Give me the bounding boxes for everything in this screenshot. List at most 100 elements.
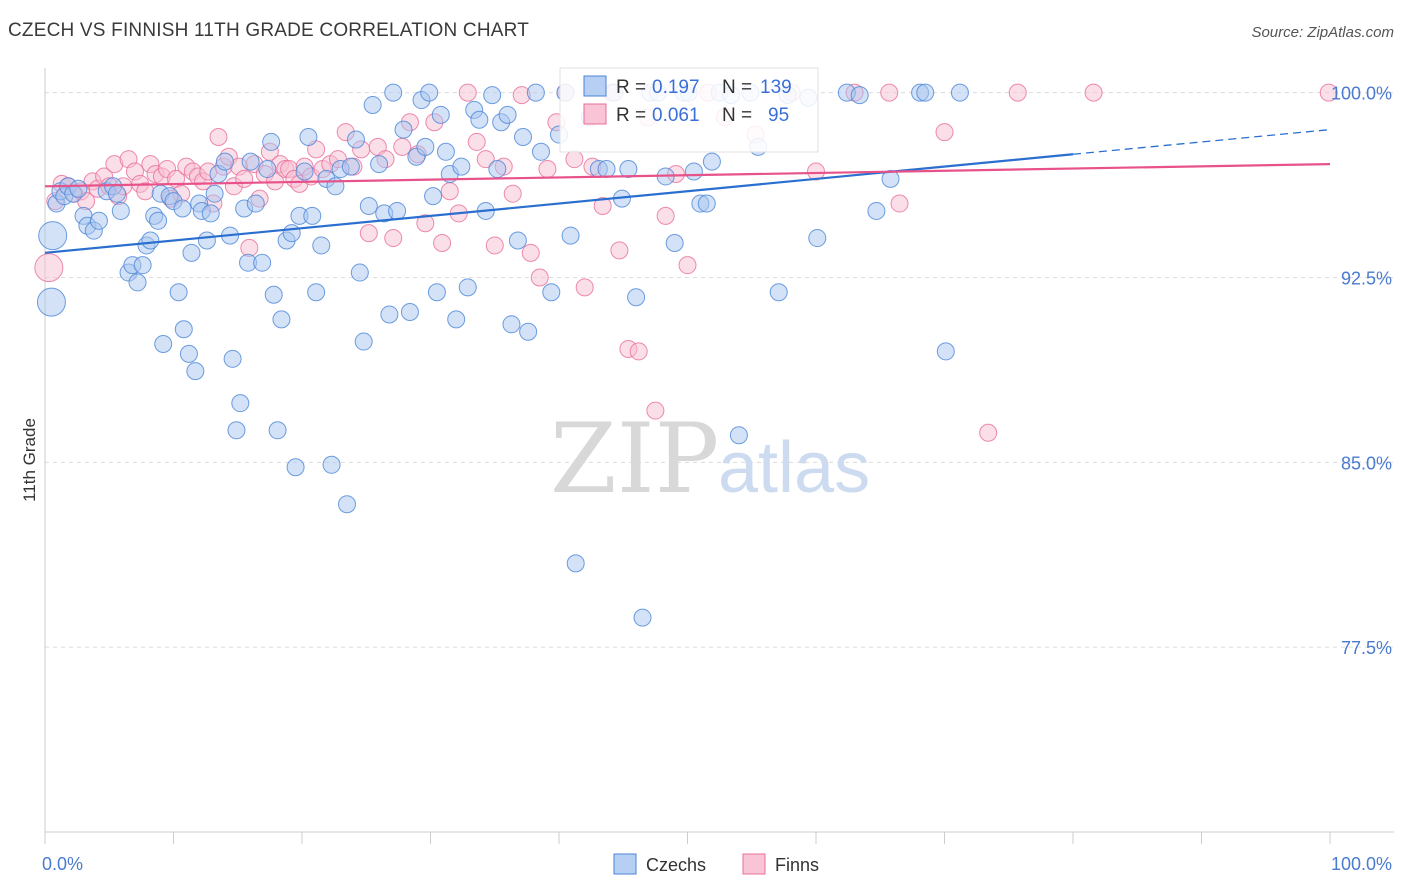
series-legend: Czechs Finns <box>613 853 819 875</box>
point-czechs-85 <box>420 83 439 102</box>
point-czechs-91 <box>447 310 466 329</box>
point-czechs-25 <box>154 335 173 354</box>
point-czechs-61 <box>303 206 322 225</box>
point-finns-36 <box>235 169 254 188</box>
point-finns-78 <box>538 160 557 179</box>
legend-label-czechs: Czechs <box>646 855 706 875</box>
point-czechs-72 <box>354 332 373 351</box>
point-czechs-118 <box>627 288 646 307</box>
point-czechs-104 <box>519 322 538 341</box>
y-tick-label-0: 77.5% <box>1341 638 1392 658</box>
trend-line-extension-czechs <box>1072 128 1331 155</box>
point-czechs-19 <box>133 256 152 275</box>
point-czechs-44 <box>231 394 250 413</box>
x-tick-label-0: 0.0% <box>42 854 83 874</box>
stats-r-label-czechs: R = <box>616 77 646 98</box>
x-tick-label-1: 100.0% <box>1331 854 1392 874</box>
point-czechs-29 <box>173 199 192 218</box>
point-czechs-101 <box>502 315 521 334</box>
point-finns-101 <box>890 194 909 213</box>
point-finns-0 <box>34 253 64 283</box>
x-tick-labels: 0.0% 100.0% <box>42 854 1392 874</box>
point-czechs-42 <box>223 349 242 368</box>
point-czechs-146 <box>950 83 969 102</box>
point-czechs-135 <box>769 283 788 302</box>
point-finns-71 <box>476 150 495 169</box>
point-czechs-141 <box>867 201 886 220</box>
point-finns-61 <box>393 137 412 156</box>
point-czechs-15 <box>111 201 130 220</box>
point-czechs-86 <box>424 187 443 206</box>
point-czechs-65 <box>322 455 341 474</box>
point-czechs-30 <box>174 320 193 339</box>
chart-title: CZECH VS FINNISH 11TH GRADE CORRELATION … <box>8 20 530 41</box>
point-czechs-75 <box>370 155 389 174</box>
point-czechs-110 <box>561 226 580 245</box>
point-finns-82 <box>575 278 594 297</box>
y-tick-labels: 77.5% 85.0% 92.5% 100.0% <box>1331 84 1392 659</box>
legend-label-finns: Finns <box>775 855 819 875</box>
point-finns-100 <box>880 83 899 102</box>
point-czechs-40 <box>215 152 234 171</box>
point-czechs-119 <box>633 608 652 627</box>
point-czechs-92 <box>452 157 471 176</box>
point-czechs-77 <box>380 305 399 324</box>
series-czechs <box>36 83 969 627</box>
point-finns-98 <box>807 162 825 181</box>
point-finns-86 <box>610 241 629 260</box>
point-czechs-73 <box>359 197 378 216</box>
point-czechs-23 <box>149 211 168 230</box>
stats-n-value-finns: 95 <box>768 105 789 126</box>
point-czechs-47 <box>241 152 260 171</box>
point-czechs-81 <box>400 302 419 321</box>
point-czechs-0 <box>36 287 66 317</box>
point-czechs-95 <box>470 110 489 129</box>
point-czechs-36 <box>197 231 216 250</box>
point-finns-66 <box>433 233 452 252</box>
point-czechs-59 <box>295 162 314 181</box>
trend-line-finns <box>44 163 1331 188</box>
point-finns-57 <box>359 224 378 243</box>
point-czechs-132 <box>729 426 748 445</box>
y-tick-label-1: 85.0% <box>1341 453 1392 473</box>
point-finns-31 <box>209 128 228 147</box>
point-czechs-114 <box>597 160 616 179</box>
point-finns-67 <box>440 182 459 201</box>
point-czechs-62 <box>307 283 326 302</box>
legend-swatch-finns <box>742 853 766 875</box>
point-czechs-68 <box>337 495 356 514</box>
point-czechs-78 <box>384 83 403 102</box>
trend-lines <box>44 128 1331 254</box>
point-czechs-87 <box>427 283 446 302</box>
point-czechs-1 <box>38 221 68 251</box>
point-czechs-138 <box>808 229 827 248</box>
point-czechs-107 <box>542 283 561 302</box>
point-finns-103 <box>979 423 998 442</box>
point-finns-84 <box>593 197 612 216</box>
point-czechs-51 <box>262 132 281 151</box>
point-finns-90 <box>646 401 665 420</box>
point-czechs-102 <box>508 231 527 250</box>
point-czechs-37 <box>201 204 220 223</box>
point-czechs-106 <box>532 142 551 161</box>
point-czechs-18 <box>128 273 147 292</box>
stats-swatch-czechs <box>583 75 607 97</box>
point-czechs-74 <box>363 95 382 114</box>
point-czechs-79 <box>388 201 407 220</box>
point-czechs-63 <box>312 236 331 255</box>
point-finns-102 <box>935 123 954 142</box>
point-finns-91 <box>656 206 675 225</box>
point-czechs-38 <box>205 184 224 203</box>
stats-r-label-finns: R = <box>616 105 646 126</box>
point-czechs-69 <box>341 157 360 176</box>
point-finns-64 <box>416 214 435 233</box>
point-czechs-98 <box>488 160 507 179</box>
stats-n-label-czechs: N = <box>722 77 752 98</box>
chart-source: Source: ZipAtlas.com <box>1251 24 1394 41</box>
point-finns-104 <box>1008 83 1027 102</box>
point-czechs-123 <box>665 233 684 252</box>
point-czechs-84 <box>416 137 435 156</box>
point-czechs-11 <box>89 211 108 230</box>
point-czechs-71 <box>350 263 369 282</box>
